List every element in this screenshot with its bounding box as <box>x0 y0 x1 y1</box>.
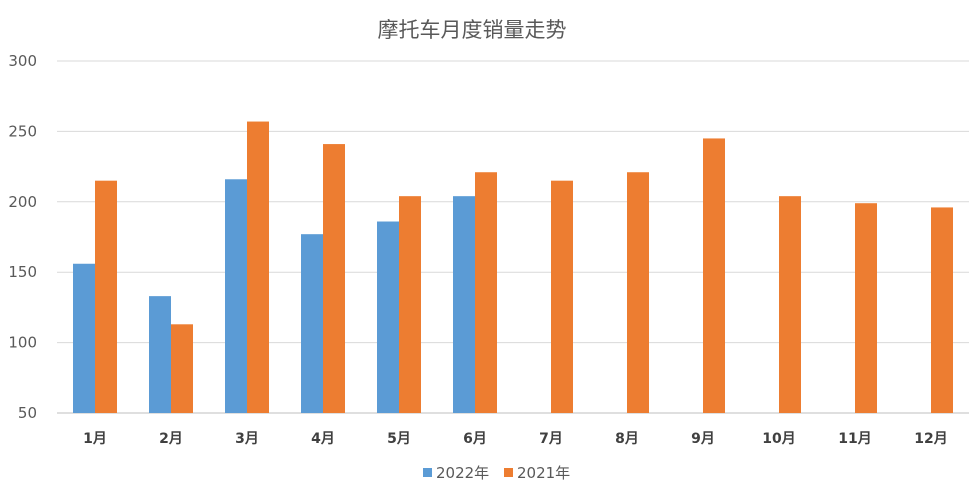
y-tick-label: 250 <box>8 122 37 140</box>
legend-label: 2022年 <box>436 464 489 482</box>
x-tick-label: 2月 <box>159 431 183 447</box>
bar-series-b <box>247 121 269 413</box>
x-tick-label: 12月 <box>914 431 947 447</box>
x-tick-label: 1月 <box>83 431 107 447</box>
y-tick-label: 300 <box>8 52 37 70</box>
bar-series-b <box>931 207 953 413</box>
x-tick-label: 8月 <box>615 431 639 447</box>
x-tick-label: 7月 <box>539 431 563 447</box>
bar-series-a <box>377 221 399 413</box>
legend-label: 2021年 <box>517 464 570 482</box>
bar-series-a <box>149 296 171 413</box>
gridlines <box>57 60 969 414</box>
bar-series-b <box>475 172 497 413</box>
bar-series-b <box>551 180 573 413</box>
bar-series-b <box>399 196 421 413</box>
y-tick-label: 50 <box>18 404 37 422</box>
chart-title: 摩托车月度销量走势 <box>378 18 567 42</box>
y-tick-label: 200 <box>8 193 37 211</box>
legend: 2022年 2021年 <box>423 464 570 482</box>
bars <box>73 121 953 413</box>
bar-series-b <box>627 172 649 413</box>
bar-series-b <box>95 180 117 413</box>
x-tick-label: 4月 <box>311 431 335 447</box>
y-axis-ticks: 50 100 150 200 250 300 <box>8 52 37 422</box>
bar-series-a <box>453 196 475 413</box>
bar-series-a <box>301 234 323 413</box>
legend-swatch <box>423 468 432 477</box>
x-tick-label: 5月 <box>387 431 411 447</box>
bar-series-b <box>703 138 725 413</box>
y-tick-label: 150 <box>8 263 37 281</box>
bar-series-b <box>323 144 345 413</box>
bar-series-b <box>779 196 801 413</box>
y-tick-label: 100 <box>8 334 37 352</box>
bar-series-a <box>225 179 247 413</box>
x-tick-label: 9月 <box>691 431 715 447</box>
bar-series-b <box>171 324 193 413</box>
x-tick-label: 11月 <box>838 431 871 447</box>
legend-swatch <box>504 468 513 477</box>
x-axis-ticks: 1月 2月 3月 4月 5月 6月 7月 8月 9月 10月 11月 12月 <box>83 431 948 447</box>
x-tick-label: 3月 <box>235 431 259 447</box>
x-tick-label: 6月 <box>463 431 487 447</box>
bar-series-b <box>855 203 877 413</box>
x-tick-label: 10月 <box>762 431 795 447</box>
bar-series-a <box>73 263 95 413</box>
